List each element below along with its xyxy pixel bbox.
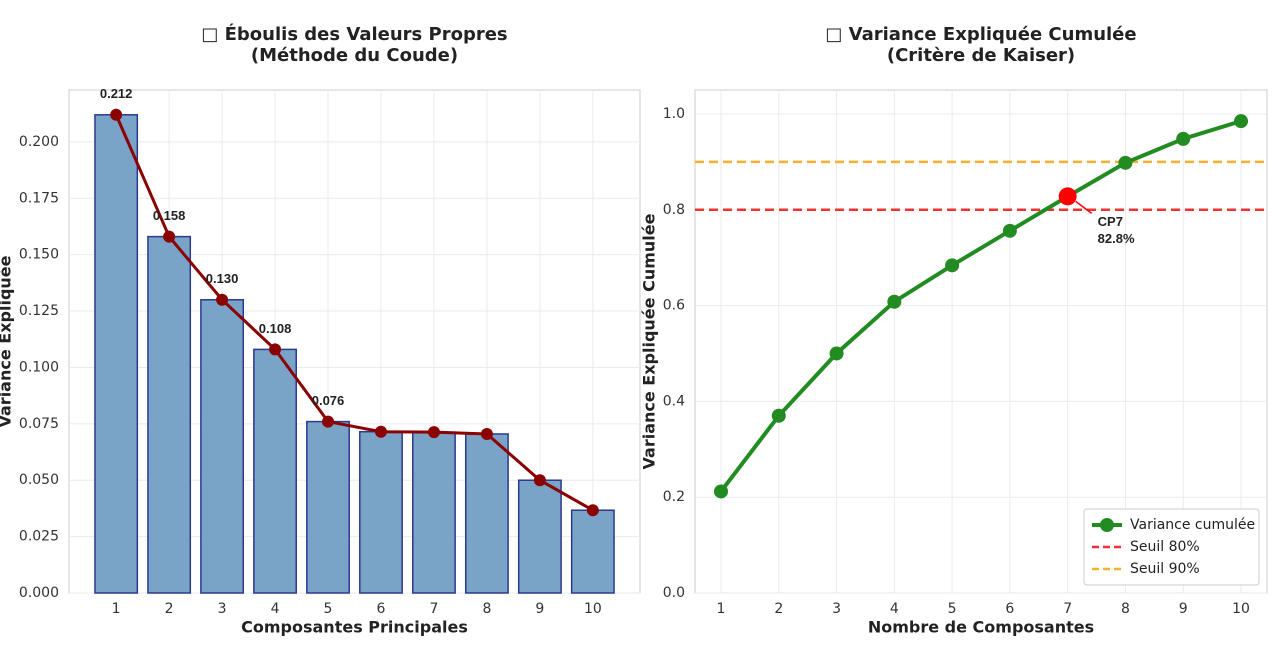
bar (412, 431, 456, 594)
y-axis-label: Variance Expliquée Cumulée (640, 213, 659, 469)
point (480, 427, 493, 440)
annotation: CP7 (1098, 214, 1123, 229)
x-tick-label: 3 (832, 601, 841, 617)
bar (359, 430, 403, 594)
point (771, 408, 786, 423)
point (945, 258, 960, 273)
point (1234, 114, 1248, 129)
x-tick-label: 8 (482, 601, 491, 617)
legend-box (1083, 508, 1260, 586)
chart-title: □ Éboulis des Valeurs Propres (201, 23, 507, 45)
y-tick-label: 0.150 (19, 247, 59, 263)
bar (464, 433, 509, 594)
bar (200, 299, 245, 594)
highlight-point (1058, 187, 1077, 206)
point (714, 484, 728, 499)
y-tick-label: 0.025 (19, 529, 59, 545)
x-tick-label: 4 (271, 601, 280, 617)
bar (306, 420, 350, 594)
value-label: 0.130 (206, 271, 239, 286)
point (322, 415, 335, 428)
y-tick-label: 0.6 (663, 298, 685, 314)
series-line (719, 119, 1242, 493)
x-tick-label: 7 (1063, 601, 1072, 617)
y-tick-label: 0.050 (19, 472, 59, 488)
bar (570, 509, 615, 594)
x-tick-label: 1 (112, 601, 121, 617)
point (1176, 131, 1191, 146)
point (1118, 155, 1133, 170)
x-tick-label: 5 (324, 601, 333, 617)
x-tick-label: 9 (535, 601, 544, 617)
chart-title: (Critère de Kaiser) (887, 45, 1075, 66)
y-tick-label: 0.000 (19, 585, 59, 601)
point (374, 425, 387, 438)
value-label: 0.108 (259, 321, 292, 336)
value-label: 0.158 (153, 208, 186, 223)
point (887, 294, 902, 309)
x-tick-label: 9 (1179, 601, 1188, 617)
x-tick-label: 8 (1121, 601, 1130, 617)
point (586, 504, 599, 517)
y-tick-label: 0.075 (19, 416, 59, 432)
value-label: 0.212 (100, 86, 133, 101)
annotation: 82.8% (1098, 231, 1135, 246)
annotation-arrow (1075, 200, 1093, 214)
legend-marker (1100, 518, 1114, 532)
point (216, 293, 229, 306)
x-axis-label: Composantes Principales (241, 618, 468, 637)
y-tick-label: 1.0 (663, 106, 685, 122)
bar (147, 235, 192, 594)
bar (94, 114, 139, 594)
x-tick-label: 6 (377, 601, 386, 617)
y-tick-label: 0.2 (663, 489, 685, 505)
point (533, 474, 546, 487)
point (829, 346, 844, 361)
x-tick-label: 4 (890, 601, 899, 617)
x-tick-label: 7 (429, 601, 438, 617)
x-tick-label: 2 (165, 601, 174, 617)
bar (253, 348, 297, 594)
y-tick-label: 0.0 (663, 585, 685, 601)
legend-label: Variance cumulée (1130, 517, 1255, 533)
trend-line (114, 114, 594, 512)
point (427, 426, 440, 439)
x-axis-label: Nombre de Composantes (868, 618, 1094, 637)
x-tick-label: 1 (717, 601, 726, 617)
y-tick-label: 0.200 (19, 134, 59, 150)
y-tick-label: 0.100 (19, 359, 59, 375)
y-tick-label: 0.4 (663, 393, 685, 409)
y-tick-label: 0.8 (663, 202, 685, 218)
y-tick-label: 0.175 (19, 190, 59, 206)
y-axis-label: Variance Expliquée (0, 255, 15, 427)
x-tick-label: 10 (584, 601, 602, 617)
bar (517, 479, 562, 594)
point (163, 230, 176, 243)
chart-title: (Méthode du Coude) (251, 45, 458, 66)
x-tick-label: 2 (774, 601, 783, 617)
legend-label: Seuil 80% (1130, 539, 1200, 555)
value-label: 0.076 (312, 393, 345, 408)
y-tick-label: 0.125 (19, 303, 59, 319)
point (1002, 223, 1017, 238)
x-tick-label: 5 (948, 601, 957, 617)
chart-title: □ Variance Expliquée Cumulée (825, 24, 1136, 45)
point (110, 108, 123, 121)
x-tick-label: 3 (218, 601, 227, 617)
x-tick-label: 6 (1005, 601, 1014, 617)
point (269, 343, 282, 356)
x-tick-label: 10 (1232, 601, 1250, 617)
legend-label: Seuil 90% (1130, 561, 1200, 577)
